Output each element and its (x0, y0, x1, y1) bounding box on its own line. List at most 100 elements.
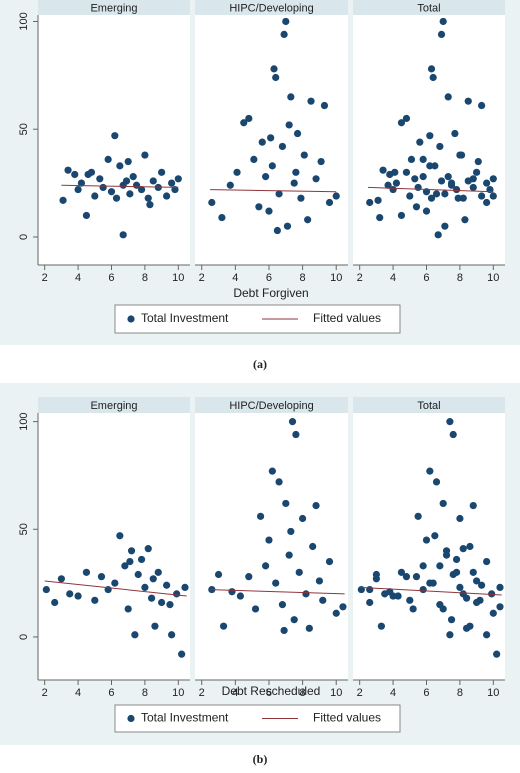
point (392, 179, 401, 187)
point (154, 568, 162, 576)
point (426, 467, 434, 475)
point (71, 170, 79, 179)
x-tick-label: 8 (300, 687, 306, 699)
point (319, 596, 327, 604)
point (91, 192, 99, 200)
point (126, 190, 134, 198)
facet-header (353, 397, 505, 413)
point (469, 175, 477, 183)
point (174, 175, 182, 183)
point (116, 532, 124, 540)
facet-title: Emerging (90, 400, 137, 412)
legend-label: Total Investment (141, 311, 229, 325)
x-tick-label: 4 (232, 687, 238, 699)
point (412, 203, 421, 211)
x-tick-label: 6 (108, 272, 114, 284)
point (141, 583, 149, 592)
facet-header (195, 397, 348, 413)
point (444, 173, 452, 181)
facet-title: HIPC/Developing (229, 400, 313, 412)
point (262, 173, 270, 181)
point (409, 605, 417, 613)
point (149, 575, 157, 583)
point (96, 175, 104, 183)
point (422, 207, 431, 215)
point (372, 570, 380, 579)
point (439, 499, 447, 508)
point (429, 579, 437, 587)
point (42, 585, 50, 594)
legend-label: Total Investment (141, 711, 229, 725)
point (441, 222, 449, 230)
point (219, 622, 228, 630)
point (151, 622, 159, 630)
point (411, 175, 419, 183)
point (262, 562, 270, 570)
point (446, 418, 454, 426)
x-tick-label: 10 (487, 687, 499, 699)
point (426, 132, 434, 140)
point (285, 121, 293, 129)
point (397, 211, 406, 220)
caption: (b) (253, 752, 268, 766)
x-tick-label: 2 (357, 687, 363, 699)
x-tick-label: 10 (172, 687, 184, 699)
point (366, 198, 374, 207)
point (464, 97, 472, 105)
point (288, 418, 297, 426)
point (97, 573, 106, 581)
point (332, 609, 340, 617)
point (278, 601, 287, 609)
point (295, 568, 303, 576)
point (427, 194, 436, 202)
point (451, 129, 459, 138)
point (454, 194, 462, 202)
point (144, 545, 152, 553)
x-tick-label: 2 (42, 687, 48, 699)
point (287, 527, 295, 536)
point (473, 168, 481, 176)
point (270, 65, 278, 73)
y-tick-label: 100 (18, 412, 30, 430)
point (287, 93, 295, 101)
point (452, 568, 461, 576)
point (74, 185, 82, 194)
point (444, 93, 452, 101)
facet-header (38, 397, 190, 413)
point (312, 175, 320, 183)
point (456, 514, 464, 523)
point (240, 119, 248, 127)
point (483, 198, 491, 207)
point (320, 101, 329, 110)
point (466, 542, 474, 551)
point (397, 119, 406, 127)
x-tick-label: 10 (330, 687, 342, 699)
point (293, 129, 302, 138)
point (119, 231, 127, 239)
point (325, 198, 334, 207)
point (181, 583, 189, 592)
point (245, 573, 253, 581)
point (173, 590, 181, 598)
point (473, 577, 481, 585)
point (496, 603, 504, 611)
point (432, 478, 441, 486)
point (452, 555, 461, 564)
point (434, 231, 442, 239)
x-axis-label: Debt Rescheduled (222, 684, 321, 698)
point (272, 579, 280, 587)
point (366, 585, 374, 594)
point (488, 590, 496, 598)
point (129, 173, 137, 181)
point (489, 175, 497, 183)
point (131, 631, 139, 639)
legend-box (114, 304, 401, 334)
point (419, 562, 427, 570)
facet-header (195, 0, 348, 15)
fitted-line (44, 580, 187, 597)
point (166, 601, 174, 609)
point (168, 179, 176, 187)
point (255, 203, 263, 211)
point (300, 151, 308, 159)
